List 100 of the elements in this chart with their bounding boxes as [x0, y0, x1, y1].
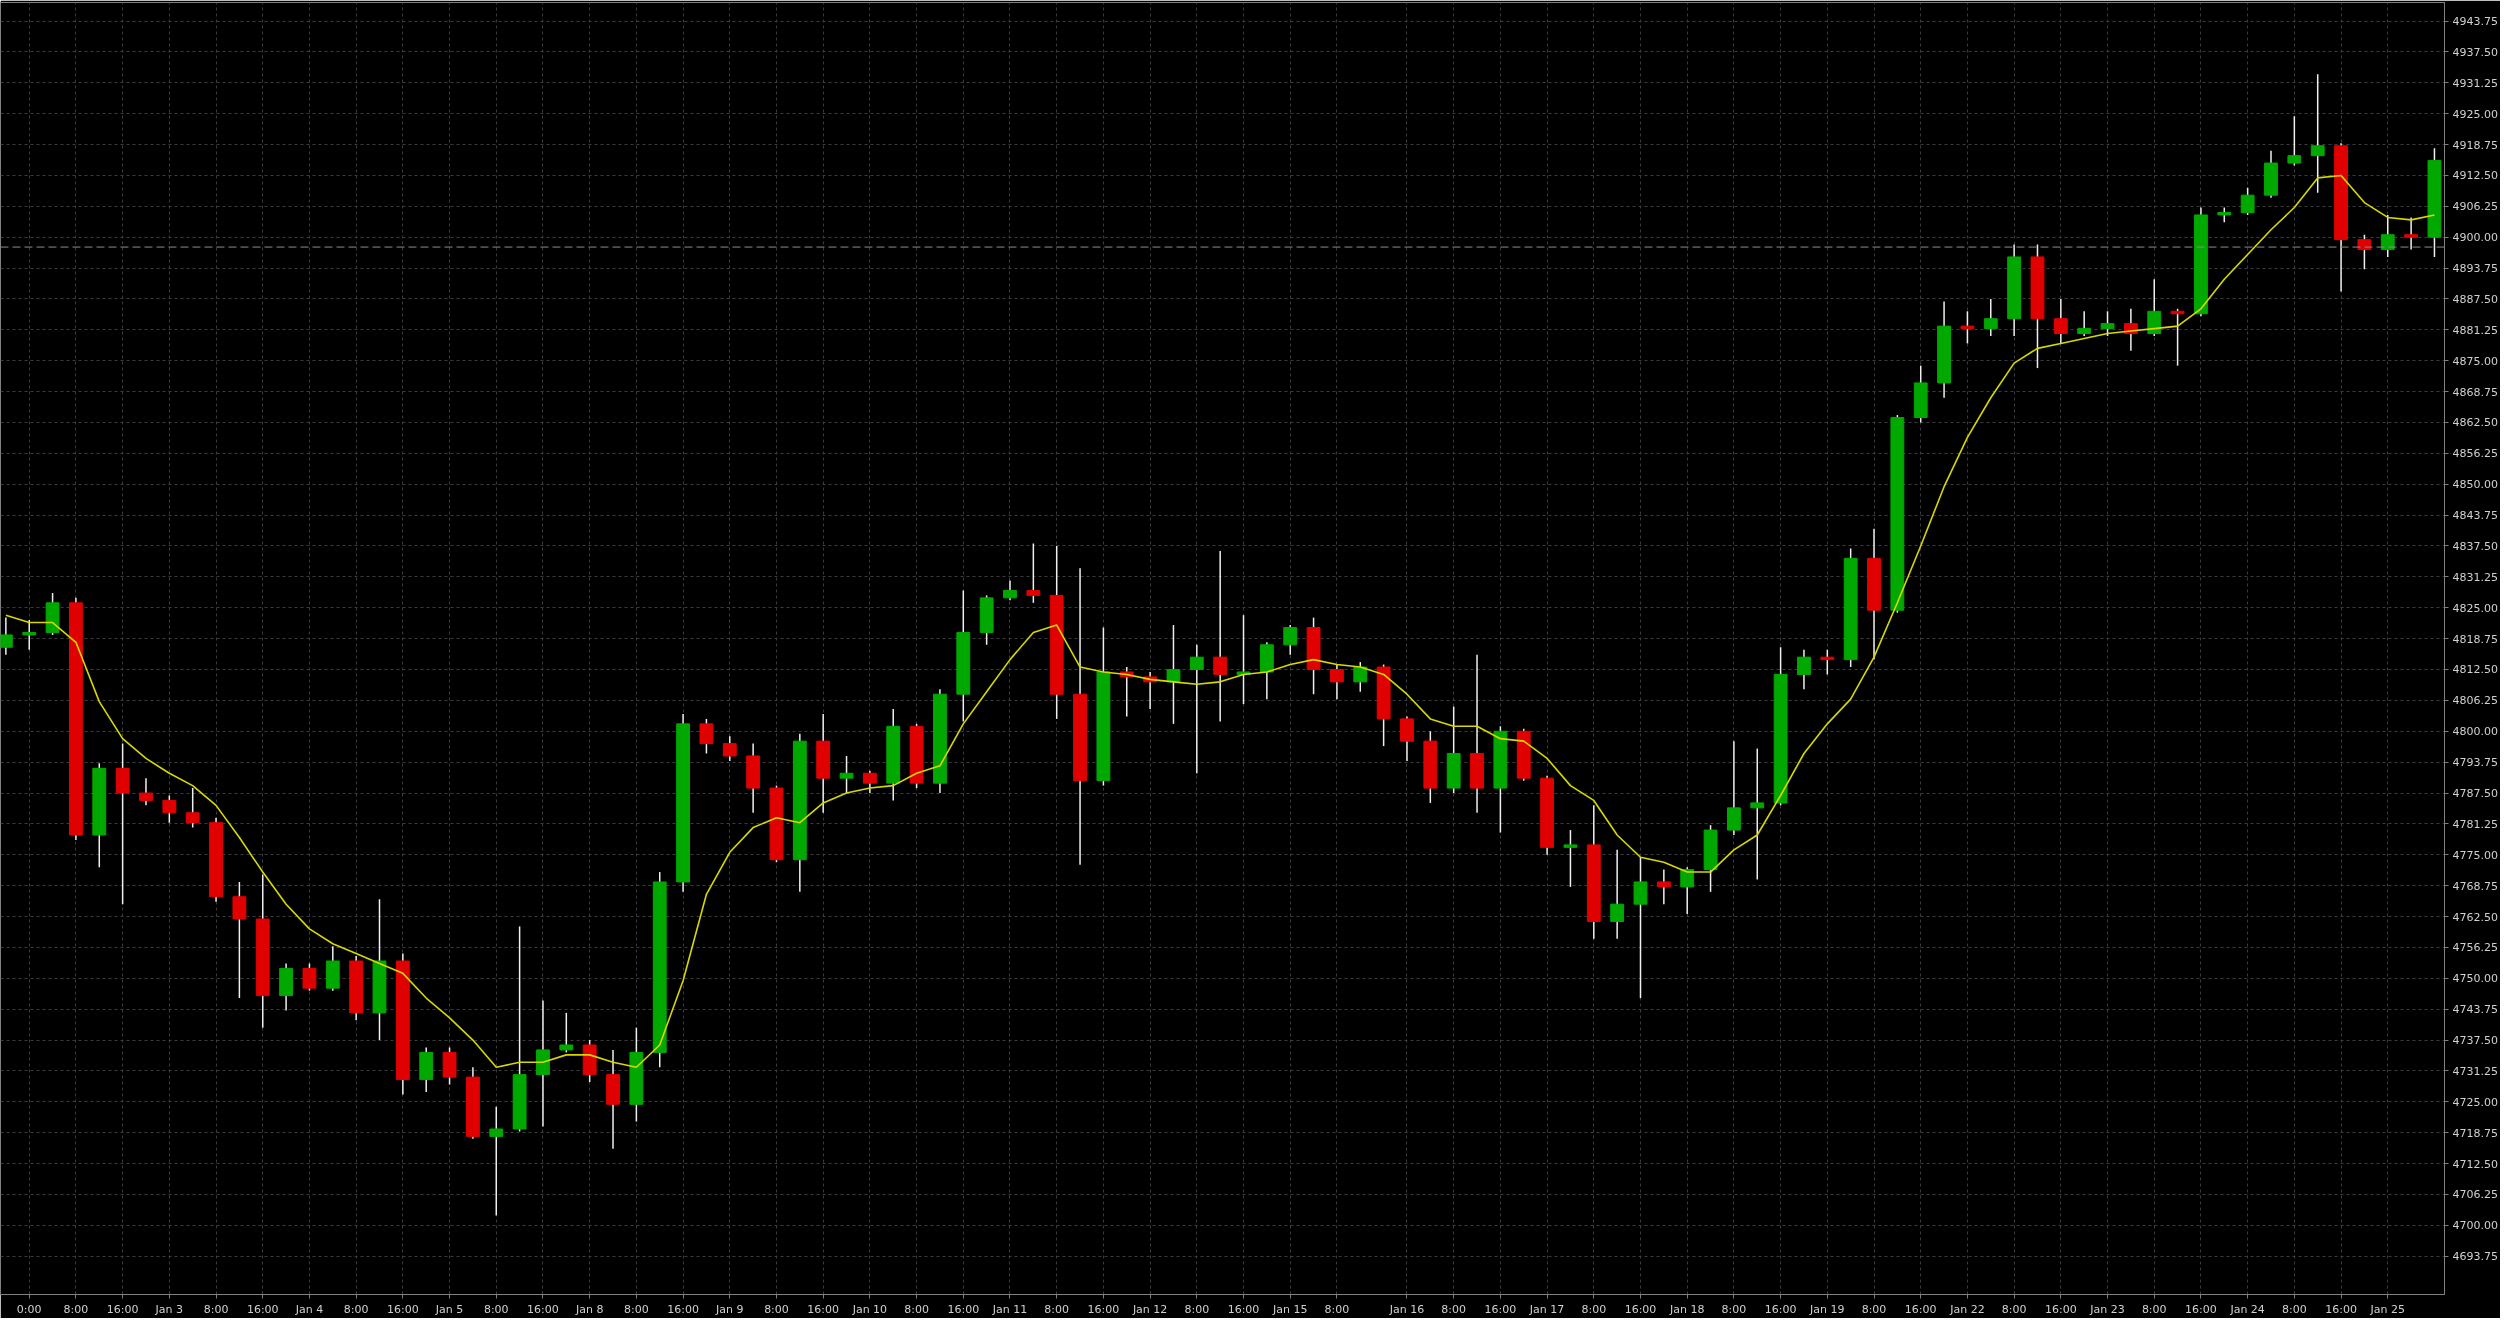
candlestick: [185, 787, 200, 829]
x-tick-label: 16:00: [1624, 1302, 1657, 1316]
candlestick: [1633, 856, 1648, 999]
x-tick-label: 8:00: [1324, 1302, 1350, 1316]
x-tick-label: 16:00: [667, 1302, 699, 1316]
x-tick-label: 16:00: [1087, 1302, 1120, 1316]
candlestick: [2240, 187, 2255, 216]
y-tick-label: 4925.00: [2452, 107, 2498, 121]
y-tick-label: 4843.75: [2452, 509, 2498, 523]
candlestick: [1003, 579, 1017, 602]
y-tick-label: 4806.25: [2452, 694, 2498, 708]
x-tick-label: 8:00: [63, 1302, 89, 1316]
x-tick-label: 16:00: [387, 1302, 419, 1316]
candlestick: [839, 755, 854, 794]
y-tick-label: 4837.50: [2452, 539, 2498, 553]
x-tick-label: 8:00: [203, 1302, 229, 1316]
y-tick-label: 4718.75: [2452, 1126, 2498, 1140]
x-tick-label: 8:00: [483, 1302, 509, 1316]
y-tick-label: 4831.25: [2452, 570, 2498, 584]
candlestick: [2380, 214, 2395, 258]
candlestick: [1400, 715, 1414, 762]
x-tick-label: 8:00: [1721, 1302, 1747, 1316]
x-tick-label: 8:00: [2001, 1302, 2027, 1316]
candlestick: [2053, 298, 2068, 345]
candlestick: [302, 962, 317, 992]
candlestick: [1166, 624, 1181, 725]
candlestick: [699, 718, 714, 755]
x-tick-label: Jan 18: [1668, 1302, 1705, 1316]
x-tick-label: 16:00: [2325, 1302, 2357, 1316]
candlestick: [0, 616, 13, 656]
candlestick: [1656, 868, 1671, 905]
x-tick-label: 8:00: [764, 1302, 789, 1316]
y-tick-label: 4931.25: [2452, 76, 2498, 90]
x-tick-label: 16:00: [947, 1302, 980, 1316]
y-tick-label: 4906.25: [2452, 200, 2498, 214]
y-tick-label: 4868.75: [2452, 385, 2498, 399]
y-tick-label: 4937.50: [2452, 45, 2498, 59]
y-tick-label: 4787.50: [2452, 787, 2498, 801]
y-tick-label: 4800.00: [2452, 725, 2498, 739]
y-tick-label: 4768.75: [2452, 879, 2498, 893]
y-tick-label: 4712.50: [2452, 1157, 2498, 1171]
y-tick-label: 4850.00: [2452, 478, 2498, 492]
y-tick-label: 4731.25: [2452, 1064, 2498, 1078]
x-tick-label: 16:00: [2044, 1302, 2077, 1316]
y-tick-label: 4700.00: [2452, 1219, 2498, 1233]
x-tick-label: 8:00: [904, 1302, 929, 1316]
candlestick: [1213, 550, 1228, 723]
candlestick: [139, 777, 153, 807]
candlestick: [1960, 310, 1975, 345]
x-tick-label: 16:00: [527, 1302, 559, 1316]
y-tick-label: 4706.25: [2452, 1188, 2498, 1202]
x-tick-label: 8:00: [1441, 1302, 1467, 1316]
x-tick-label: Jan 22: [1949, 1302, 1985, 1316]
candlestick: [1353, 661, 1368, 693]
y-tick-label: 4693.75: [2452, 1250, 2498, 1264]
y-tick-label: 4725.00: [2452, 1095, 2498, 1109]
x-tick-label: 8:00: [2282, 1302, 2307, 1316]
x-tick-label: 8:00: [624, 1302, 649, 1316]
y-tick-label: 4762.50: [2452, 910, 2498, 924]
y-tick-label: 4750.00: [2452, 972, 2498, 986]
x-tick-label: 16:00: [1227, 1302, 1260, 1316]
candlestick: [1726, 740, 1741, 836]
candlestick: [1750, 747, 1765, 881]
x-tick-label: Jan 23: [2089, 1302, 2125, 1316]
candlestick: [162, 794, 177, 824]
candlestick: [1563, 829, 1578, 888]
y-tick-label: 4862.50: [2452, 416, 2498, 430]
y-tick-label: 4918.75: [2452, 138, 2498, 152]
x-tick-label: Jan 3: [154, 1302, 184, 1316]
candlestick: [2310, 73, 2325, 194]
y-tick-label: 4793.75: [2452, 756, 2498, 770]
x-tick-label: 16:00: [246, 1302, 279, 1316]
x-tick-label: Jan 25: [2369, 1302, 2405, 1316]
y-tick-label: 4856.25: [2452, 447, 2498, 461]
candlestick: [1820, 648, 1835, 676]
candlestick: [489, 1106, 504, 1217]
x-tick-label: 16:00: [1764, 1302, 1797, 1316]
y-tick-label: 4881.25: [2452, 323, 2498, 337]
candlestick: [2404, 216, 2419, 251]
x-tick-label: 16:00: [106, 1302, 139, 1316]
candlestick: [1283, 624, 1298, 656]
candlestick: [1610, 849, 1625, 940]
y-tick-label: 4875.00: [2452, 354, 2498, 368]
candlestick: [1983, 298, 1998, 337]
candlestick: [1797, 648, 1811, 691]
y-tick-label: 4781.25: [2452, 817, 2498, 831]
x-tick-label: 16:00: [1484, 1302, 1517, 1316]
y-tick-label: 4743.75: [2452, 1003, 2498, 1017]
candlestick: [232, 881, 247, 999]
y-tick-label: 4912.50: [2452, 169, 2498, 183]
x-tick-label: 8:00: [1044, 1302, 1070, 1316]
x-tick-label: Jan 24: [2229, 1302, 2265, 1316]
x-tick-label: 8:00: [1184, 1302, 1210, 1316]
x-tick-label: 0:00: [16, 1302, 42, 1316]
y-tick-label: 4775.00: [2452, 848, 2498, 862]
y-tick-label: 4737.50: [2452, 1034, 2498, 1048]
x-tick-label: Jan 4: [294, 1302, 324, 1316]
x-tick-label: 8:00: [1581, 1302, 1607, 1316]
candlestick: [2147, 278, 2162, 337]
x-tick-label: Jan 5: [434, 1302, 464, 1316]
